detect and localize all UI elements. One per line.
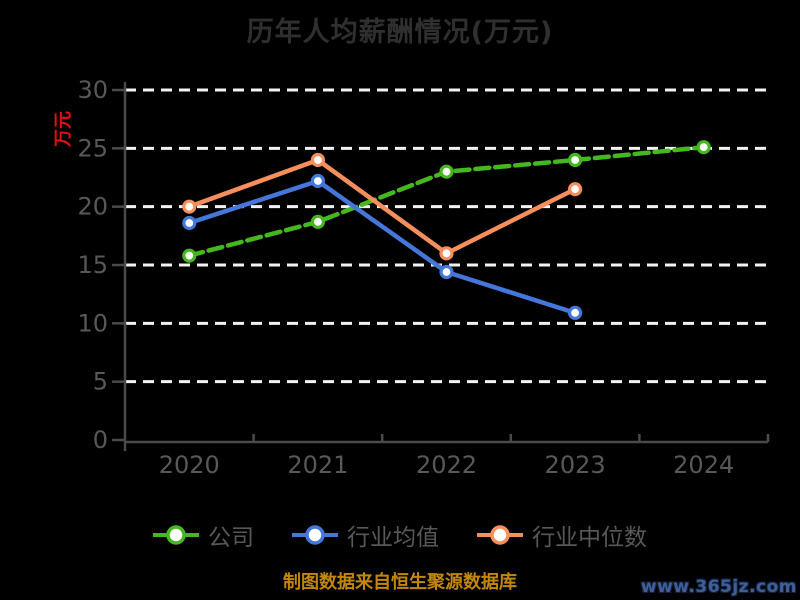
legend-marker-icon-2 — [477, 525, 523, 545]
series-1-point-0 — [182, 215, 197, 231]
watermark: www.365jz.com — [640, 577, 797, 597]
x-tick-label-2022: 2022 — [416, 451, 477, 479]
legend-item-1[interactable]: 行业均值 — [292, 518, 439, 552]
footer-caption: 制图数据来自恒生聚源数据库 — [283, 572, 517, 593]
series-0-point-1 — [310, 214, 325, 229]
x-tick-label-2023: 2023 — [545, 451, 606, 479]
y-tick-label-0: 0 — [93, 426, 108, 454]
series-line-1 — [187, 178, 578, 316]
x-tick-label-2024: 2024 — [673, 451, 734, 479]
series-2-point-3 — [567, 182, 583, 197]
x-tick-label-2021: 2021 — [287, 451, 348, 479]
legend-marker-icon-1 — [292, 525, 338, 545]
y-tick-label-30: 30 — [77, 76, 108, 104]
series-0-point-2 — [439, 164, 454, 179]
x-tick-label-2020: 2020 — [159, 451, 220, 479]
legend-label-2: 行业中位数 — [532, 525, 647, 551]
chart-title: 历年人均薪酬情况(万元) — [246, 17, 554, 48]
series-0-point-0 — [182, 248, 197, 263]
y-tick-label-20: 20 — [77, 193, 108, 221]
legend-item-0[interactable]: 公司 — [153, 518, 254, 552]
y-tick-label-10: 10 — [77, 309, 108, 337]
legend-marker-icon-0 — [153, 525, 199, 545]
series-1-point-3 — [567, 305, 583, 320]
series-0-point-4 — [696, 140, 711, 155]
series-1-point-2 — [439, 264, 454, 280]
series-line-0 — [187, 144, 706, 258]
series-0-point-3 — [567, 152, 583, 168]
legend: 公司 行业均值 行业中位数 — [0, 518, 800, 552]
series-line-2 — [187, 157, 578, 256]
series-2-point-0 — [182, 199, 197, 214]
legend-label-0: 公司 — [208, 525, 254, 551]
y-tick-label-25: 25 — [77, 134, 108, 162]
series-2-point-2 — [439, 246, 454, 261]
series-1-point-1 — [310, 173, 325, 189]
legend-item-2[interactable]: 行业中位数 — [477, 518, 647, 552]
y-tick-label-15: 15 — [77, 251, 108, 279]
series-2-point-1 — [310, 152, 325, 168]
legend-label-1: 行业均值 — [347, 525, 439, 551]
y-tick-label-5: 5 — [93, 368, 108, 396]
